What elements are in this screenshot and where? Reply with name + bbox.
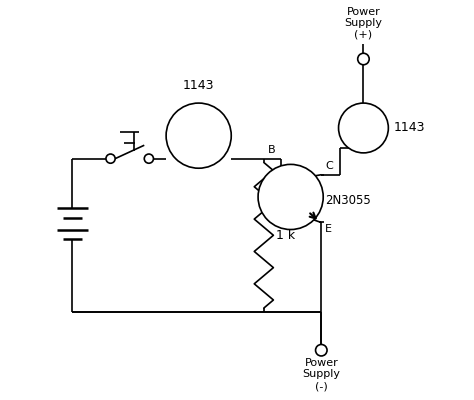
Text: E: E [325, 224, 332, 234]
Circle shape [338, 103, 388, 153]
Text: 1143: 1143 [183, 78, 214, 92]
Text: Power
Supply
(-): Power Supply (-) [302, 358, 340, 391]
Circle shape [166, 103, 231, 168]
Text: B: B [268, 145, 275, 155]
Text: C: C [325, 161, 333, 171]
Text: Power
Supply
(+): Power Supply (+) [345, 7, 383, 40]
Text: 2N3055: 2N3055 [325, 194, 371, 207]
Text: 1143: 1143 [394, 122, 426, 134]
Circle shape [358, 53, 369, 65]
Text: 1 k: 1 k [276, 229, 295, 242]
Circle shape [258, 164, 323, 230]
Circle shape [316, 344, 327, 356]
Circle shape [106, 154, 115, 163]
Circle shape [144, 154, 154, 163]
